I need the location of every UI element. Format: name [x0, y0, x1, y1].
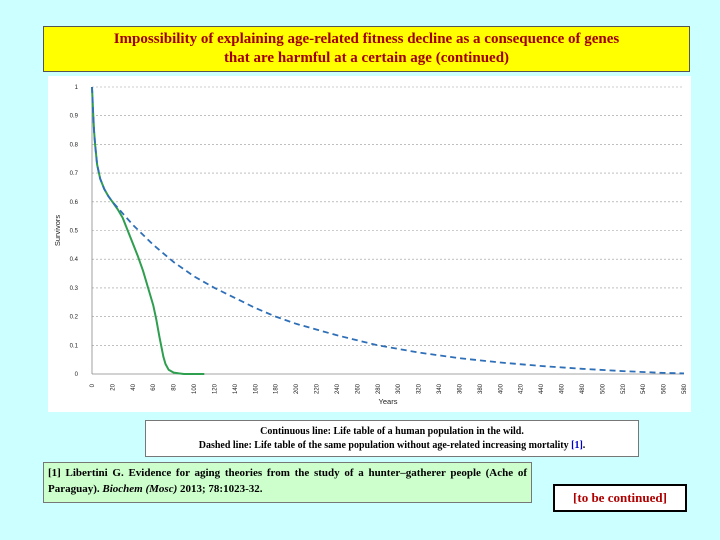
x-tick-label: 40: [131, 383, 137, 390]
x-tick-label: 100: [192, 383, 198, 394]
x-tick-label: 460: [560, 383, 566, 394]
x-tick-label: 60: [151, 383, 157, 390]
y-tick-label: 0.1: [70, 343, 79, 349]
y-tick-label: 0.3: [70, 286, 79, 292]
dashed-series-line: [91, 86, 685, 375]
y-tick-label: 0.4: [70, 257, 79, 263]
x-tick-label: 380: [478, 383, 484, 394]
x-tick-label: 140: [233, 383, 239, 394]
caption-line-1: Continuous line: Life table of a human p…: [260, 425, 524, 437]
chart-caption: Continuous line: Life table of a human p…: [145, 420, 639, 457]
x-tick-label: 560: [662, 383, 668, 394]
reference-journal: Biochem (Mosc): [102, 483, 178, 495]
y-tick-label: 0.8: [70, 142, 79, 148]
caption-line-2-end: .: [582, 439, 586, 451]
x-tick-label: 580: [682, 383, 688, 394]
y-tick-label: 0.7: [70, 171, 79, 177]
x-tick-label: 220: [315, 383, 321, 394]
y-tick-label: 0: [75, 372, 79, 378]
title-line-1: Impossibility of explaining age-related …: [113, 31, 620, 47]
series-layer: [91, 86, 685, 375]
to-be-continued-label: [to be continued]: [553, 484, 687, 512]
x-axis-title: Years: [379, 397, 398, 406]
x-tick-label: 280: [376, 383, 382, 394]
x-tick-label: 20: [110, 383, 116, 390]
reference-suffix: 2013; 78:1023-32.: [177, 483, 263, 495]
caption-reference-link[interactable]: [1]: [571, 439, 583, 451]
x-tick-label: 480: [580, 383, 586, 394]
x-tick-label: 360: [457, 383, 463, 394]
survival-chart: 0 0.1 0.2 0.3 0.4 0.5 0.6 0.7 0.8 0.9 1 0 20 40 60 80 10…: [48, 76, 691, 412]
y-tick-label: 0.5: [70, 229, 79, 235]
title-line-2: that are harmful at a certain age (conti…: [223, 50, 510, 66]
x-tick-label: 260: [355, 383, 361, 394]
x-tick-label: 80: [172, 383, 178, 390]
reference-prefix: [1] Libertini G. Evidence for aging theo…: [48, 467, 527, 495]
y-tick-label: 0.2: [70, 315, 79, 321]
reference-note: [1] Libertini G. Evidence for aging theo…: [43, 462, 532, 503]
caption-line-2: Dashed line: Life table of the same popu…: [199, 439, 586, 453]
caption-line-2-text: Dashed line: Life table of the same popu…: [198, 439, 572, 451]
slide-title: Impossibility of explaining age-related …: [43, 26, 690, 72]
chart-svg: 0 0.1 0.2 0.3 0.4 0.5 0.6 0.7 0.8 0.9 1 0 20 40 60 80 10…: [53, 85, 688, 406]
x-tick-label: 400: [498, 383, 504, 394]
x-tick-label: 200: [294, 383, 300, 394]
x-tick-label: 0: [90, 383, 96, 387]
x-tick-label: 160: [253, 383, 259, 394]
x-tick-label: 180: [274, 383, 280, 394]
x-tick-label: 440: [539, 383, 545, 394]
y-tick-label: 1: [75, 85, 79, 91]
x-tick-label: 300: [396, 383, 402, 394]
label-layer: 0 0.1 0.2 0.3 0.4 0.5 0.6 0.7 0.8 0.9 1 0 20 40 60 80 10…: [70, 85, 688, 394]
y-tick-label: 0.6: [70, 200, 79, 206]
x-tick-label: 340: [437, 383, 443, 394]
y-axis-title: Survivors: [53, 215, 62, 247]
x-tick-label: 520: [621, 383, 627, 394]
grid-layer: [92, 86, 684, 346]
x-tick-label: 320: [417, 383, 423, 394]
x-tick-label: 420: [519, 383, 525, 394]
x-tick-label: 120: [212, 383, 218, 394]
y-tick-label: 0.9: [70, 114, 79, 120]
x-tick-label: 500: [600, 383, 606, 394]
x-tick-label: 540: [641, 383, 647, 394]
x-tick-label: 240: [335, 383, 341, 394]
